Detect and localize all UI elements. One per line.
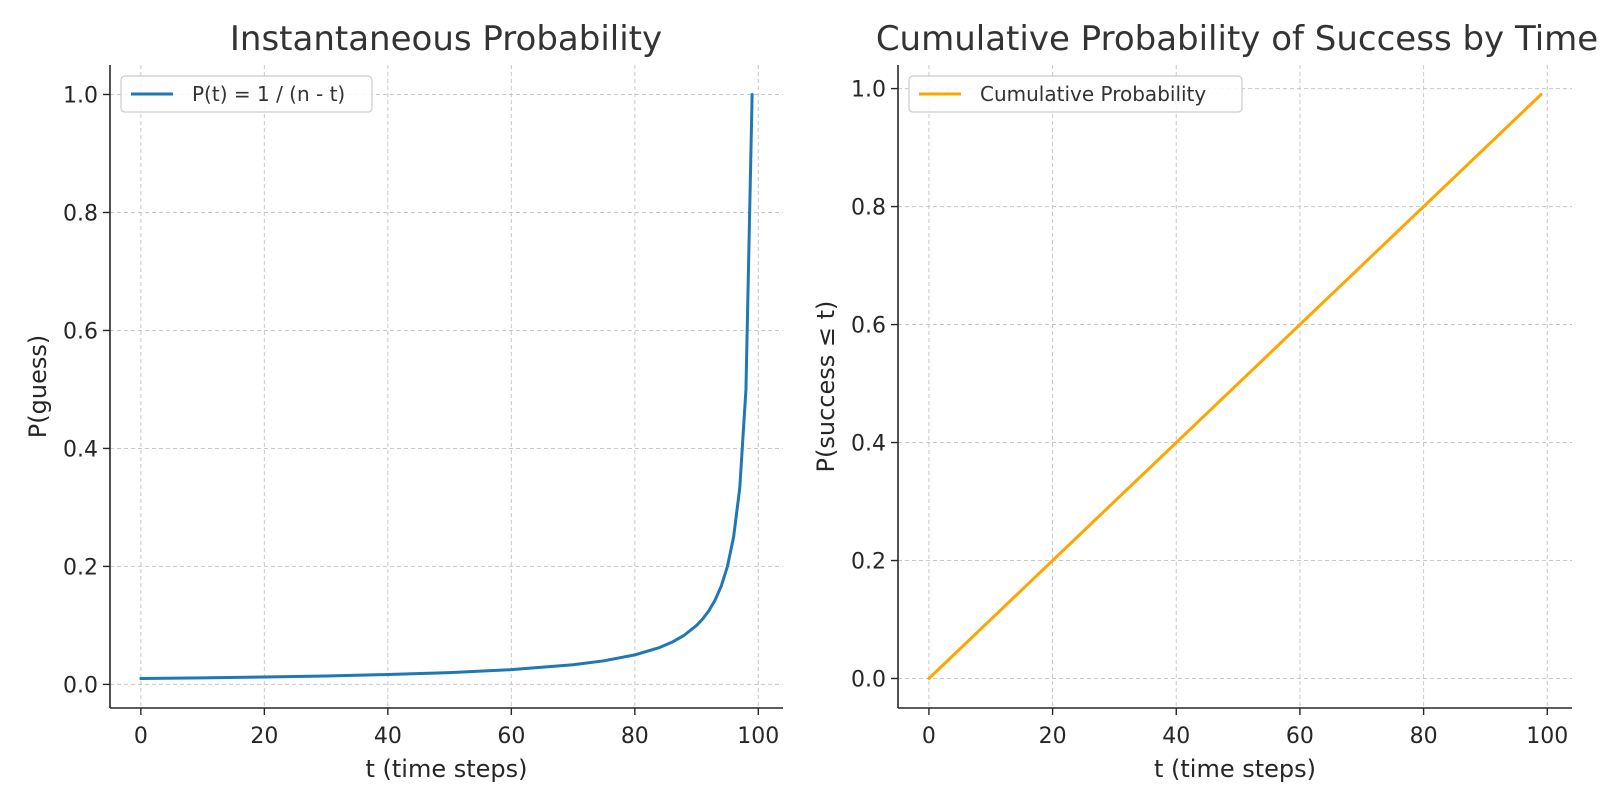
legend: Cumulative Probability <box>908 75 1243 113</box>
x-tick-label: 0 <box>134 724 148 749</box>
chart-panel-2: 0 20 40 60 80 100 0.0 0.2 0.4 0.6 0.8 1.0 Cumulative… <box>812 19 1598 783</box>
chart-title: Cumulative Probability of Success by Tim… <box>876 19 1598 59</box>
y-tick-label: 0.0 <box>851 668 886 693</box>
x-tick-label: 60 <box>1286 724 1314 749</box>
x-axis-label: t (time steps) <box>365 755 527 783</box>
x-tick-label: 80 <box>1410 724 1438 749</box>
series-line-1 <box>139 93 754 680</box>
series-line-1 <box>927 93 1543 680</box>
y-tick-label: 1.0 <box>63 83 98 108</box>
y-tick-label: 0.2 <box>851 550 886 575</box>
y-tick-label: 0.4 <box>63 437 98 462</box>
x-tick-label: 20 <box>1039 724 1067 749</box>
legend-box <box>908 75 1243 113</box>
y-tick-label: 0.0 <box>63 673 98 698</box>
y-tick-label: 0.4 <box>851 432 886 457</box>
legend-label: Cumulative Probability <box>980 82 1206 106</box>
x-tick-label: 100 <box>737 724 779 749</box>
y-tick-label: 1.0 <box>851 78 886 103</box>
chart-title: Instantaneous Probability <box>230 19 662 59</box>
x-tick-label: 100 <box>1526 724 1568 749</box>
y-tick-label: 0.6 <box>851 314 886 339</box>
y-tick-label: 0.8 <box>63 201 98 226</box>
x-tick-label: 0 <box>922 724 936 749</box>
y-axis-label: P(guess) <box>24 335 52 438</box>
legend-box <box>120 75 373 113</box>
x-tick-label: 20 <box>250 724 278 749</box>
x-tick-label: 60 <box>497 724 525 749</box>
x-tick-label: 40 <box>1162 724 1190 749</box>
chart-panel-1: 0 20 40 60 80 100 0.0 0.2 0.4 0.6 0.8 1.0 Instantane… <box>24 19 783 783</box>
legend-label: P(t) = 1 / (n - t) <box>192 82 345 106</box>
x-tick-label: 80 <box>621 724 649 749</box>
x-tick-label: 40 <box>374 724 402 749</box>
x-axis-label: t (time steps) <box>1154 755 1316 783</box>
y-tick-label: 0.6 <box>63 319 98 344</box>
y-axis-label: P(success ≤ t) <box>812 301 840 473</box>
y-tick-label: 0.2 <box>63 555 98 580</box>
legend: P(t) = 1 / (n - t) <box>120 75 373 113</box>
y-tick-label: 0.8 <box>851 196 886 221</box>
